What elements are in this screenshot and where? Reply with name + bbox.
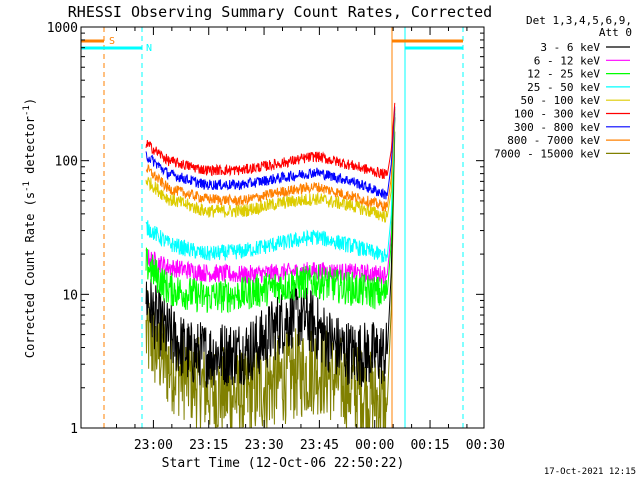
y-axis-label-mid: detector [23,116,37,181]
series-line-7 [145,108,396,212]
legend-header-line: Att 0 [599,26,632,39]
y-tick-label: 1000 [47,21,78,36]
series-line-4 [145,109,396,224]
legend-entry-label: 50 - 100 keV [521,94,601,107]
y-axis-label: Corrected Count Rate (s-1 detector-1) [22,98,37,358]
y-tick-label: 1 [70,422,78,437]
y-tick-label: 10 [62,288,78,303]
plot-region: SN [81,27,464,428]
timestamp: 17-Oct-2021 12:15 [544,467,636,477]
y-axis-label-end: ) [23,98,37,105]
series-line-2 [145,113,396,314]
x-tick-label: 00:15 [410,438,449,453]
chart-title: RHESSI Observing Summary Count Rates, Co… [68,3,492,21]
series-line-3 [145,110,396,263]
legend-entry-label: 100 - 300 keV [514,108,600,121]
legend-entry-label: 12 - 25 keV [527,68,600,81]
y-axis-label-sup2: -1 [22,105,32,116]
x-tick-label: 23:15 [189,438,228,453]
x-tick-label: 23:45 [300,438,339,453]
x-axis: 23:00 23:15 23:30 23:45 00:00 00:15 00:30 [116,27,505,453]
series-line-0 [145,117,396,389]
legend-entry-label: 300 - 800 keV [514,121,600,134]
legend-entry-label: 7000 - 15000 keV [494,147,600,160]
flag-label-n: N [146,43,152,54]
y-axis-label-main: Corrected Count Rate (s [23,192,37,358]
legend-entry-label: 6 - 12 keV [534,54,601,67]
legend-entry-label: 25 - 50 keV [527,81,600,94]
x-axis-label: Start Time (12-Oct-06 22:50:22) [162,456,405,471]
y-tick-label: 100 [55,155,78,170]
y-axis-label-sup1: -1 [22,181,32,192]
series-line-5 [145,102,396,180]
x-tick-label: 23:00 [134,438,173,453]
y-axis: 1 10 100 1000 [47,21,484,437]
series-line-1 [145,112,396,285]
series-line-6 [145,106,396,200]
legend-header-line: Det 1,3,4,5,6,9, [526,14,632,27]
flag-label-s: S [109,36,115,47]
legend-entry-label: 3 - 6 keV [540,41,600,54]
x-tick-label: 00:00 [355,438,394,453]
legend-entry-label: 800 - 7000 keV [507,134,600,147]
x-tick-label: 00:30 [466,438,505,453]
x-tick-label: 23:30 [244,438,283,453]
plot-data [81,27,464,428]
